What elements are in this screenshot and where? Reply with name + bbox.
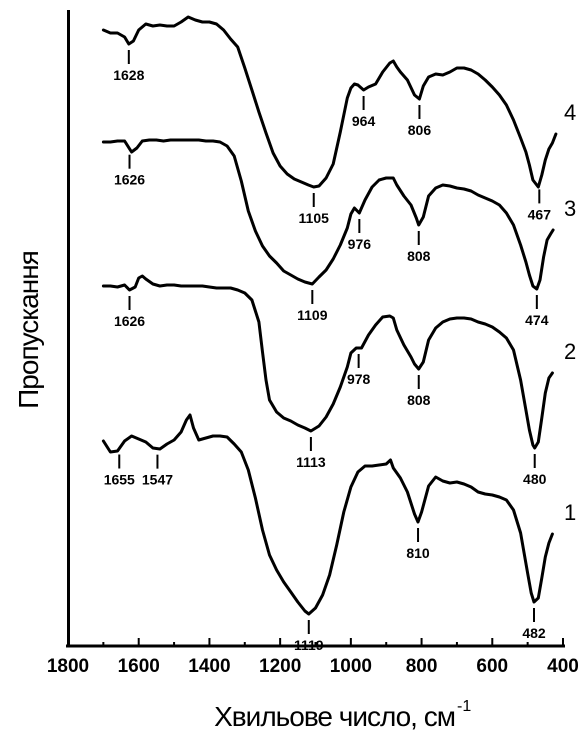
series-label-2: 2: [564, 339, 576, 364]
x-axis-title: Хвильове число, см: [214, 701, 455, 732]
x-tick-label: 1400: [188, 656, 230, 677]
x-tick-label: 1600: [118, 656, 160, 677]
peak-label: 1105: [299, 210, 330, 226]
series-label-1: 1: [564, 500, 576, 525]
spectrum-line-2: [101, 274, 554, 450]
peak-label: 1655: [104, 472, 135, 488]
peak-label: 1626: [114, 313, 145, 329]
series-label-3: 3: [564, 196, 576, 221]
y-axis-title: Пропускання: [13, 251, 44, 409]
series-layer: 1 2 3 4: [101, 15, 576, 616]
peak-label: 474: [525, 312, 549, 328]
x-tick-label: 800: [406, 656, 438, 677]
peak-label: 964: [352, 113, 376, 129]
peak-label: 808: [407, 248, 431, 264]
spectrum-line-4: [101, 15, 558, 189]
series-label-4: 4: [564, 100, 576, 125]
peak-label: 1113: [296, 454, 326, 470]
peak-label: 467: [528, 206, 552, 222]
spectrum-line-3: [101, 138, 555, 291]
peak-label: 1547: [142, 472, 173, 488]
peak-layer: 1655154711198104821626111397880848016261…: [104, 50, 552, 653]
peak-label: 978: [347, 371, 371, 387]
peak-label: 482: [522, 625, 546, 641]
x-tick-label: 400: [547, 656, 579, 677]
peak-label: 480: [523, 471, 547, 487]
x-tick-label: 1000: [330, 656, 372, 677]
peak-label: 1628: [113, 67, 144, 83]
peak-label: 1626: [114, 172, 145, 188]
x-tick-label: 1800: [47, 656, 89, 677]
peak-label: 806: [408, 122, 432, 138]
x-tick-label: 1200: [259, 656, 301, 677]
peak-label: 1109: [297, 307, 328, 323]
peak-label: 810: [406, 545, 430, 561]
x-axis-title-superscript: -1: [457, 698, 471, 715]
x-tick-label: 600: [476, 656, 508, 677]
peak-label: 808: [407, 392, 431, 408]
peak-label: 976: [348, 236, 372, 252]
spectrum-line-1: [101, 413, 554, 616]
x-axis: 1800 1600 1400 1200 1000 800 600 400: [47, 638, 579, 677]
